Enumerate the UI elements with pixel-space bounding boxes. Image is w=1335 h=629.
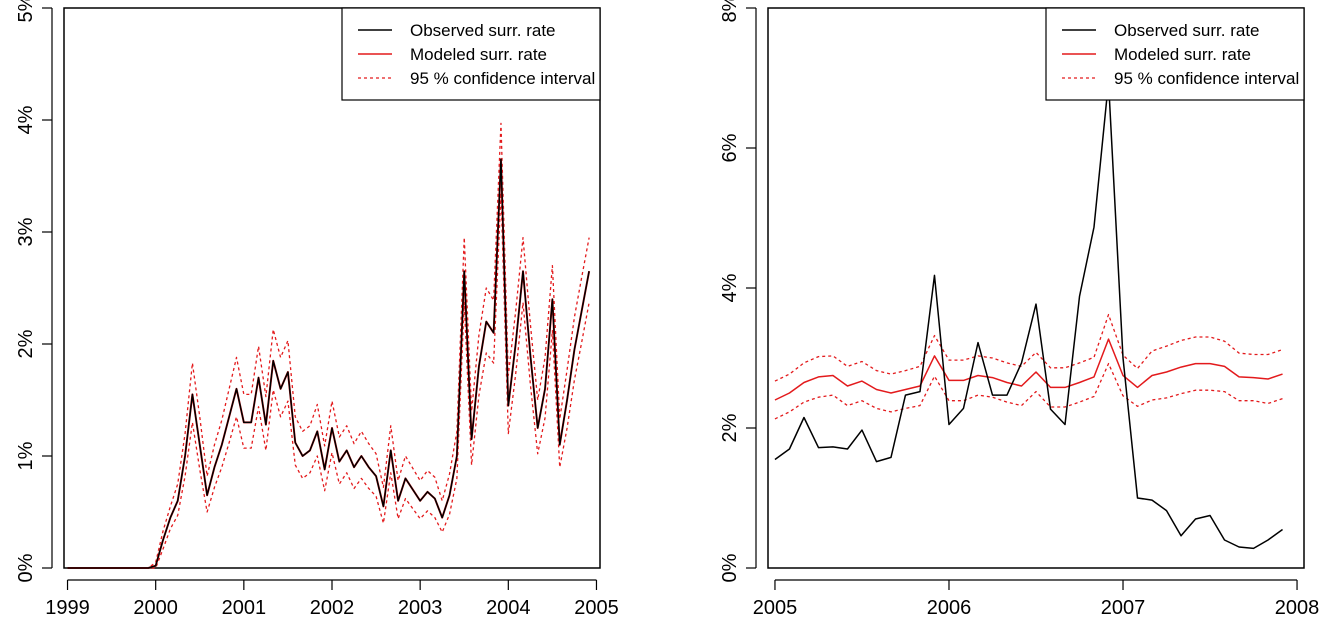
y-tick-label: 4% <box>15 105 37 134</box>
x-tick-label: 2004 <box>486 597 531 619</box>
x-axis: 2005 2006 2007 2008 <box>753 579 1320 619</box>
x-tick-label: 2003 <box>398 597 443 619</box>
legend-entry-label: 95 % confidence interval <box>1114 69 1299 88</box>
plot-frame <box>767 7 1305 569</box>
x-tick-label: 2005 <box>574 597 619 619</box>
x-tick-label: 2001 <box>222 597 267 619</box>
x-tick-label: 2008 <box>1275 597 1320 619</box>
y-tick-label: 2% <box>15 329 37 358</box>
y-axis: 0% 2% 4% 6% 8% <box>719 0 757 582</box>
y-tick-label: 5% <box>15 0 37 22</box>
x-tick-label: 2007 <box>1101 597 1146 619</box>
y-tick-label: 6% <box>719 133 741 162</box>
x-tick-label: 2006 <box>927 597 972 619</box>
y-tick-label: 0% <box>719 553 741 582</box>
y-tick-label: 2% <box>719 413 741 442</box>
x-axis: 1999 2000 2001 2002 2003 2004 2005 <box>45 579 619 619</box>
legend: Observed surr. rate Modeled surr. rate 95 … <box>341 7 601 101</box>
chart-panel-2: 2005 2006 2007 2008 0% 2% 4% 6% 8% Observed surr.… <box>719 0 1319 619</box>
observed-rate-line <box>67 158 590 569</box>
x-tick-label: 1999 <box>45 597 90 619</box>
y-tick-label: 3% <box>15 217 37 246</box>
modeled-rate-line <box>67 158 591 569</box>
legend-entry-label: Modeled surr. rate <box>1114 45 1251 64</box>
legend: Observed surr. rate Modeled surr. rate 95 … <box>1045 7 1305 101</box>
y-tick-label: 4% <box>719 273 741 302</box>
confidence-upper-line <box>774 313 1283 382</box>
observed-rate-line <box>774 80 1283 550</box>
modeled-rate-line <box>774 338 1283 401</box>
plot-frame <box>63 7 601 569</box>
legend-entry-label: Modeled surr. rate <box>410 45 547 64</box>
x-tick-label: 2005 <box>753 597 798 619</box>
legend-entry-label: 95 % confidence interval <box>410 69 595 88</box>
y-tick-label: 8% <box>719 0 741 22</box>
confidence-lower-line <box>67 192 590 569</box>
legend-entry-label: Observed surr. rate <box>410 21 556 40</box>
x-tick-label: 2000 <box>133 597 178 619</box>
y-tick-label: 1% <box>15 441 37 470</box>
legend-entry-label: Observed surr. rate <box>1114 21 1260 40</box>
y-axis: 0% 1% 2% 3% 4% 5% <box>15 0 53 582</box>
chart-panel-1: 1999 2000 2001 2002 2003 2004 2005 0% 1% 2% 3% 4% 5%… <box>15 0 619 619</box>
x-tick-label: 2002 <box>310 597 355 619</box>
y-tick-label: 0% <box>15 553 37 582</box>
confidence-lower-line <box>774 362 1283 420</box>
confidence-upper-line <box>67 122 590 569</box>
